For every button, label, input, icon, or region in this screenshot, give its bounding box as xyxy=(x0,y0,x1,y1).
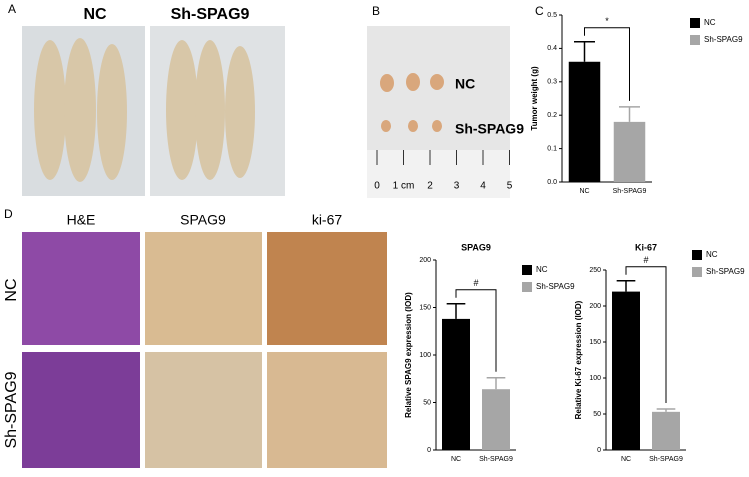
y-axis-label: Relative Ki-67 expression (IOD) xyxy=(574,300,583,419)
legend-label: NC xyxy=(704,18,716,27)
y-tick-label: 200 xyxy=(589,303,601,310)
group-label: NC xyxy=(455,76,475,92)
y-tick-label: 0.2 xyxy=(547,112,557,119)
chart-title: Ki-67 xyxy=(635,242,657,252)
ruler-label: 2 xyxy=(427,181,433,192)
chart-title: SPAG9 xyxy=(461,242,491,252)
column-label: SPAG9 xyxy=(180,212,226,228)
legend-swatch xyxy=(522,265,532,275)
panel-label: C xyxy=(535,4,544,18)
bar xyxy=(442,318,470,450)
x-tick-label: NC xyxy=(451,456,461,463)
micrographs xyxy=(22,232,387,468)
x-tick-label: NC xyxy=(621,456,631,463)
y-tick-label: 0.5 xyxy=(547,12,557,19)
y-tick-label: 50 xyxy=(423,399,431,406)
legend-swatch xyxy=(522,282,532,292)
y-tick-label: 0.4 xyxy=(547,45,557,52)
group-label: Sh-SPAG9 xyxy=(455,121,524,137)
significance-mark: # xyxy=(643,255,648,265)
x-tick-label: Sh-SPAG9 xyxy=(613,188,647,195)
x-tick-label: NC xyxy=(579,188,589,195)
y-tick-label: 0.0 xyxy=(547,179,557,186)
column-label: ki-67 xyxy=(312,212,343,228)
x-tick-label: Sh-SPAG9 xyxy=(479,456,513,463)
y-axis-label: Relative SPAG9 expression (IOD) xyxy=(404,292,413,418)
y-tick-label: 50 xyxy=(593,411,601,418)
bar xyxy=(652,411,680,450)
legend-swatch xyxy=(692,267,702,277)
ruler xyxy=(367,150,510,198)
legend-label: NC xyxy=(536,265,548,274)
legend-swatch xyxy=(690,18,700,28)
legend-swatch xyxy=(690,35,700,45)
significance-mark: * xyxy=(605,16,609,26)
row-label: NC xyxy=(3,278,20,301)
ruler-label: 4 xyxy=(480,181,486,192)
y-tick-label: 200 xyxy=(419,257,431,264)
y-tick-label: 0 xyxy=(427,447,431,454)
mice xyxy=(34,38,255,182)
legend-label: NC xyxy=(706,250,718,259)
significance-mark: # xyxy=(473,278,478,288)
y-tick-label: 250 xyxy=(589,267,601,274)
y-tick-label: 150 xyxy=(419,304,431,311)
y-axis-label: Tumor weight (g) xyxy=(530,66,539,131)
ruler-label: 1 cm xyxy=(393,181,415,192)
legend-swatch xyxy=(692,250,702,260)
ruler-label: 3 xyxy=(454,181,460,192)
panel-label: D xyxy=(4,207,13,221)
panel-label: B xyxy=(372,4,380,18)
ruler-label: 5 xyxy=(507,181,513,192)
bar xyxy=(613,121,646,182)
significance-bracket xyxy=(625,266,667,403)
bar xyxy=(568,61,601,183)
tumors xyxy=(380,73,444,132)
significance-bracket xyxy=(455,289,497,372)
group-label: Sh-SPAG9 xyxy=(171,6,250,23)
column-label: H&E xyxy=(67,212,96,228)
group-label: NC xyxy=(83,6,107,23)
bar xyxy=(612,291,640,450)
ruler-label: 0 xyxy=(374,181,380,192)
panel-label: A xyxy=(8,2,16,16)
row-label: Sh-SPAG9 xyxy=(3,371,20,448)
y-tick-label: 100 xyxy=(419,352,431,359)
significance-bracket xyxy=(584,27,630,101)
bar xyxy=(482,389,510,450)
legend-label: Sh-SPAG9 xyxy=(704,35,743,44)
y-tick-label: 0.1 xyxy=(547,145,557,152)
legend-label: Sh-SPAG9 xyxy=(536,282,575,291)
y-tick-label: 100 xyxy=(589,375,601,382)
y-tick-label: 150 xyxy=(589,339,601,346)
legend-label: Sh-SPAG9 xyxy=(706,267,745,276)
x-tick-label: Sh-SPAG9 xyxy=(649,456,683,463)
y-tick-label: 0.3 xyxy=(547,79,557,86)
y-tick-label: 0 xyxy=(597,447,601,454)
